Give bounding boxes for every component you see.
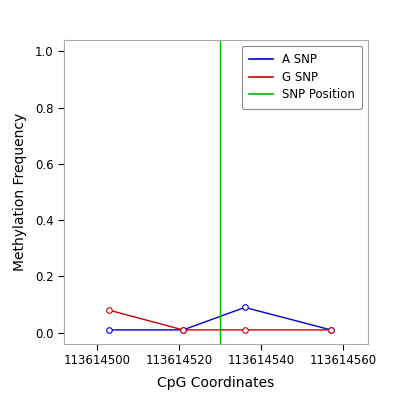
Y-axis label: Methylation Frequency: Methylation Frequency	[13, 113, 27, 271]
X-axis label: CpG Coordinates: CpG Coordinates	[157, 376, 275, 390]
Legend: A SNP, G SNP, SNP Position: A SNP, G SNP, SNP Position	[242, 46, 362, 108]
